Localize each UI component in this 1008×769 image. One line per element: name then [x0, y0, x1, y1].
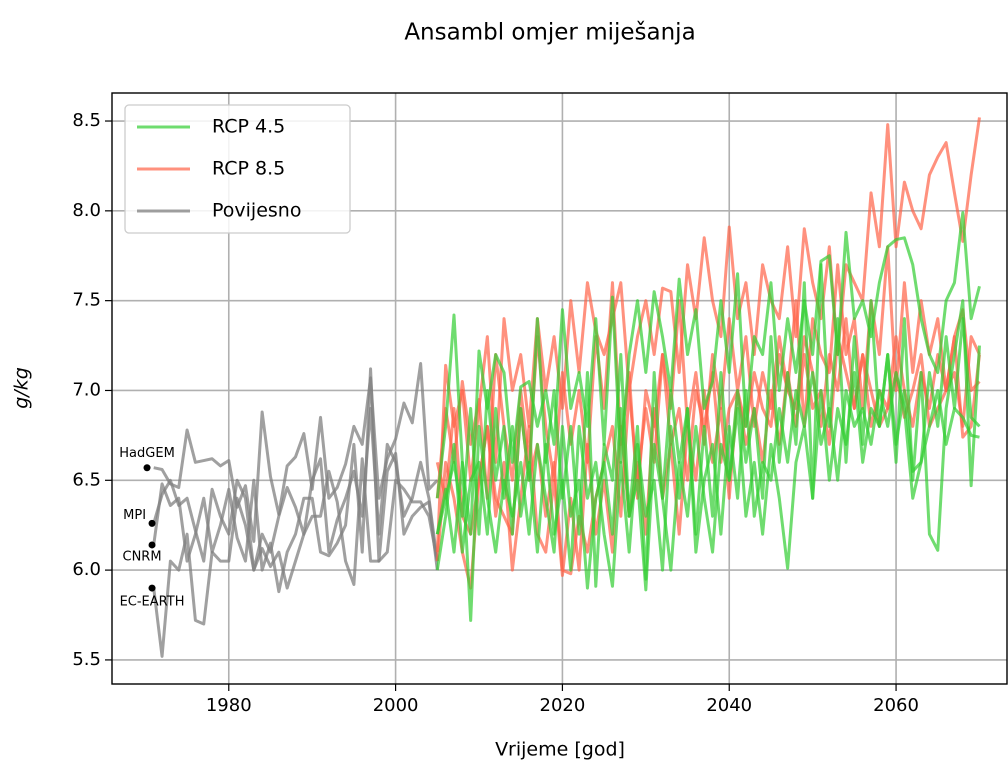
data-line [152, 457, 439, 658]
y-tick-label: 7.0 [72, 379, 101, 400]
x-tick-label: 2000 [373, 695, 419, 716]
annotation-point [148, 541, 156, 549]
annotation-point [148, 519, 156, 527]
annotation-label: EC-EARTH [120, 595, 185, 610]
data-line [152, 406, 439, 572]
x-tick-label: 2020 [540, 695, 586, 716]
data-line [152, 367, 439, 594]
annotation-point [148, 584, 156, 592]
x-tick-label: 2060 [873, 695, 919, 716]
y-tick-label: 8.5 [72, 110, 101, 131]
x-tick-label: 2040 [706, 695, 752, 716]
annotation-label: MPI [123, 508, 146, 523]
annotation-point [143, 464, 151, 472]
y-tick-label: 6.0 [72, 559, 101, 580]
y-tick-label: 7.5 [72, 290, 101, 311]
data-line [435, 371, 980, 588]
y-tick-label: 5.5 [72, 649, 101, 670]
data-line [435, 117, 981, 553]
x-tick-label: 1980 [206, 695, 252, 716]
annotation-label: HadGEM [119, 446, 175, 461]
legend-label: RCP 8.5 [212, 158, 285, 180]
y-tick-label: 6.5 [72, 469, 101, 490]
annotation-label: CNRM [123, 549, 162, 564]
chart-title: Ansambl omjer miješanja [404, 20, 695, 46]
plot-lines [152, 117, 981, 658]
y-axis-label: g/kg [11, 367, 33, 409]
legend-label: RCP 4.5 [212, 116, 285, 138]
plot-frame [111, 92, 1008, 685]
legend-label: Povijesno [212, 200, 301, 222]
x-axis-label: Vrijeme [god] [495, 739, 625, 761]
legend-box [124, 104, 351, 234]
data-line [435, 211, 981, 536]
y-tick-label: 8.0 [72, 200, 101, 221]
